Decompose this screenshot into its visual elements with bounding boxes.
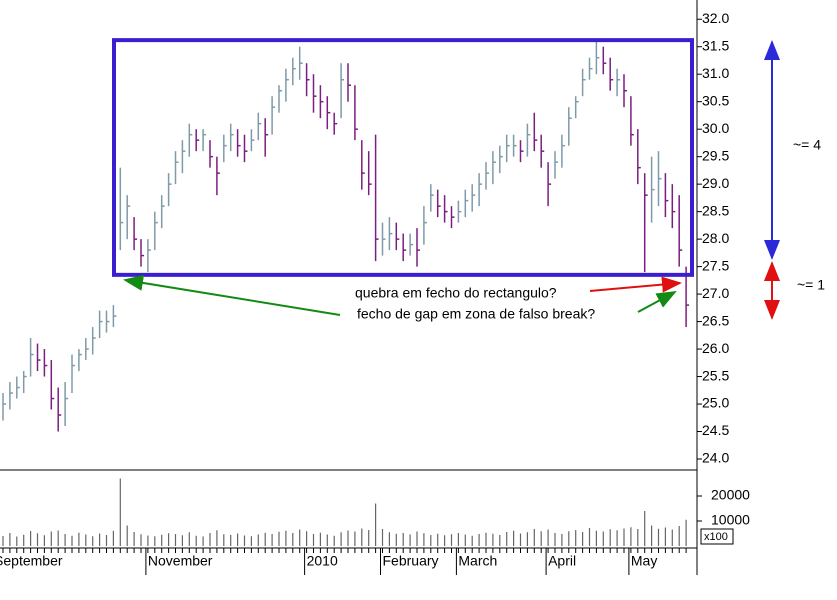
annotation-arrow <box>637 291 677 313</box>
y-tick-label: 28.5 <box>702 202 729 218</box>
unit-label: x100 <box>704 531 728 543</box>
x-tick-label: September <box>0 553 63 569</box>
x-tick-label: 2010 <box>307 553 338 569</box>
range-rectangle <box>112 38 694 277</box>
x-tick-label: April <box>548 553 576 569</box>
x-tick-label: November <box>148 553 213 569</box>
y-tick-label: 30.0 <box>702 120 729 136</box>
y-tick-label: 26.0 <box>702 340 729 356</box>
y-tick-label: 24.5 <box>702 422 729 438</box>
y-tick-label: 27.0 <box>702 285 729 301</box>
y-tick-label: 32.0 <box>702 10 729 26</box>
y-tick-label: 25.5 <box>702 367 729 383</box>
x-tick-label: February <box>383 553 439 569</box>
y-tick-label: 31.5 <box>702 37 729 53</box>
y-tick-label: 29.5 <box>702 147 729 163</box>
y-tick-label: 30.5 <box>702 92 729 108</box>
y-tick-label: 29.0 <box>702 175 729 191</box>
annotation: quebra em fecho do rectangulo? <box>355 285 557 301</box>
x-tick-label: May <box>631 553 657 569</box>
y-tick-label: 31.0 <box>702 65 729 81</box>
annotation: ~= 4 <box>793 137 821 153</box>
y-tick-label: 25.0 <box>702 395 729 411</box>
y-tick-label: 28.0 <box>702 230 729 246</box>
annotation-arrow <box>589 276 682 293</box>
annotation: ~= 1 <box>797 277 825 293</box>
y-tick-label: 26.5 <box>702 312 729 328</box>
y-tick-label: 10000 <box>711 512 750 528</box>
x-tick-label: March <box>458 553 497 569</box>
annotation: fecho de gap em zona de falso break? <box>357 306 595 322</box>
y-tick-label: 20000 <box>711 487 750 503</box>
y-tick-label: 24.0 <box>702 450 729 466</box>
unit-box <box>700 528 734 545</box>
annotation-arrow <box>123 274 341 316</box>
y-tick-label: 27.5 <box>702 257 729 273</box>
